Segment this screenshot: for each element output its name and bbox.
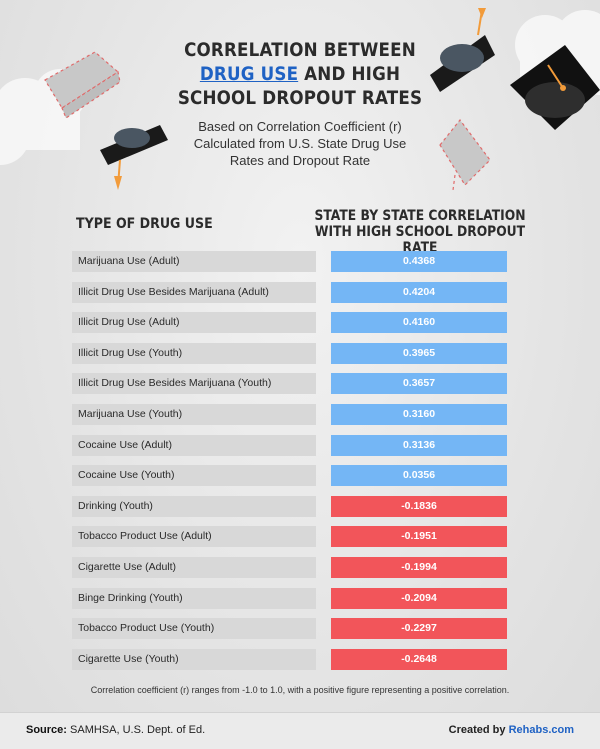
correlation-value-bar: -0.2297 [331, 618, 507, 640]
table-row: Tobacco Product Use (Youth) -0.2297 [72, 618, 508, 640]
drug-use-label: Marijuana Use (Youth) [72, 404, 316, 425]
source-text: SAMHSA, U.S. Dept. of Ed. [66, 724, 206, 736]
source-credit: Source: SAMHSA, U.S. Dept. of Ed. [26, 724, 205, 736]
table-row: Tobacco Product Use (Adult) -0.1951 [72, 526, 508, 548]
creator-credit: Created by Rehabs.com [449, 724, 574, 736]
drug-use-label: Cocaine Use (Adult) [72, 434, 316, 456]
table-row: Cigarette Use (Youth) -0.2648 [72, 648, 508, 670]
table-row: Drinking (Youth) -0.1836 [72, 495, 508, 517]
title-line1: CORRELATION BETWEEN [184, 39, 416, 61]
graduation-decorations [0, 8, 600, 191]
table-row: Illicit Drug Use Besides Marijuana (Adul… [72, 281, 508, 303]
correlation-value-bar: 0.0356 [331, 465, 507, 487]
column-header-drug-use: TYPE OF DRUG USE [76, 216, 213, 232]
correlation-value-bar: 0.4368 [331, 251, 507, 272]
drug-use-label: Cocaine Use (Youth) [72, 465, 316, 487]
correlation-value-bar: 0.3965 [331, 342, 507, 364]
drug-use-label: Cigarette Use (Adult) [72, 557, 316, 578]
graduation-cap-icon-left [100, 125, 168, 190]
drug-use-label: Illicit Drug Use (Adult) [72, 312, 316, 334]
source-label: Source: [26, 724, 67, 736]
title-highlight: DRUG USE [199, 63, 299, 85]
correlation-value-bar: 0.4204 [331, 281, 507, 303]
drug-use-label: Illicit Drug Use Besides Marijuana (Adul… [72, 281, 316, 303]
drug-use-label: Cigarette Use (Youth) [72, 648, 316, 670]
table-row: Marijuana Use (Adult) 0.4368 [72, 251, 508, 272]
graduation-cap-icon-top [430, 8, 495, 92]
correlation-value-bar: -0.2094 [331, 587, 507, 609]
cap-outline-icon [44, 51, 121, 119]
title-line2-rest: AND HIGH [298, 63, 401, 85]
table-row: Cigarette Use (Adult) -0.1994 [72, 557, 508, 578]
drug-use-label: Tobacco Product Use (Youth) [72, 618, 316, 640]
graduation-cap-icon-right [510, 45, 600, 130]
subtitle: Based on Correlation Coefficient (r) Cal… [193, 119, 407, 168]
page-title: CORRELATION BETWEEN DRUG USE AND HIGH SC… [168, 38, 432, 110]
table-row: Binge Drinking (Youth) -0.2094 [72, 587, 508, 609]
title-line3: SCHOOL DROPOUT RATES [177, 87, 423, 109]
table-row: Cocaine Use (Adult) 0.3136 [72, 434, 508, 456]
correlation-value-bar: 0.3657 [331, 373, 507, 395]
table-row: Illicit Drug Use (Youth) 0.3965 [72, 342, 508, 364]
column-header-correlation: STATE BY STATE CORRELATION WITH HIGH SCH… [314, 208, 526, 256]
table-row: Marijuana Use (Youth) 0.3160 [72, 404, 508, 425]
drug-use-label: Illicit Drug Use Besides Marijuana (Yout… [72, 373, 316, 395]
correlation-value-bar: -0.2648 [331, 648, 507, 670]
drug-use-label: Illicit Drug Use (Youth) [72, 342, 316, 364]
drug-use-label: Marijuana Use (Adult) [72, 251, 316, 272]
drug-use-label: Drinking (Youth) [72, 495, 316, 517]
correlation-value-bar: -0.1951 [331, 526, 507, 548]
brand-link[interactable]: Rehabs.com [508, 724, 574, 736]
footer: Source: SAMHSA, U.S. Dept. of Ed. Create… [0, 712, 600, 749]
footnote: Correlation coefficient (r) ranges from … [90, 685, 510, 695]
correlation-value-bar: -0.1836 [331, 495, 507, 517]
correlation-value-bar: 0.3160 [331, 404, 507, 425]
correlation-value-bar: 0.3136 [331, 434, 507, 456]
correlation-value-bar: 0.4160 [331, 312, 507, 334]
correlation-value-bar: -0.1994 [331, 557, 507, 578]
table-row: Cocaine Use (Youth) 0.0356 [72, 465, 508, 487]
drug-use-label: Binge Drinking (Youth) [72, 587, 316, 609]
table-row: Illicit Drug Use (Adult) 0.4160 [72, 312, 508, 334]
cap-outline-icon-right [439, 119, 491, 191]
drug-use-label: Tobacco Product Use (Adult) [72, 526, 316, 548]
table-row: Illicit Drug Use Besides Marijuana (Yout… [72, 373, 508, 395]
created-label: Created by [448, 724, 509, 736]
